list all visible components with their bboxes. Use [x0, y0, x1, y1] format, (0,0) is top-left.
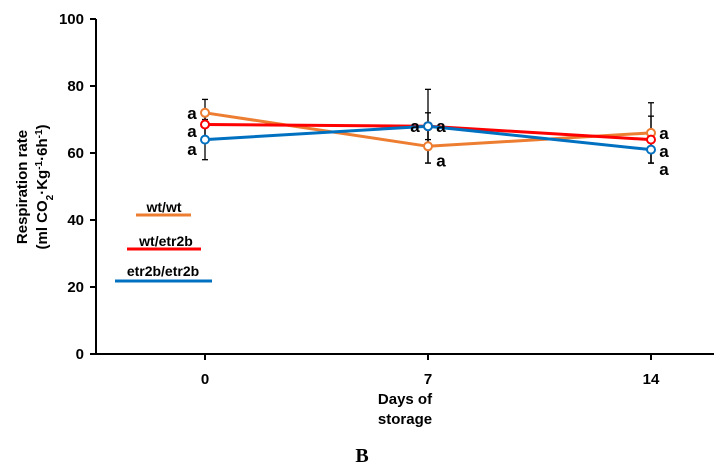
y-label-part-d: ) [34, 124, 51, 129]
data-point-wt-wt [200, 107, 210, 118]
significance-letter: a [410, 117, 420, 136]
y-label-sup-1: -1 [34, 160, 45, 169]
significance-letter: a [187, 104, 197, 123]
legend: wt/wt wt/etr2b etr2b/etr2b [115, 199, 212, 283]
data-point-wt-wt [423, 141, 433, 152]
y-label-sup-2: -1 [34, 129, 45, 138]
panel-label: B [355, 445, 368, 467]
x-tick-label: 14 [643, 371, 660, 388]
significance-letter: a [659, 160, 669, 179]
y-tick-label: 60 [67, 145, 84, 162]
data-point-wt-etr2b [646, 134, 656, 145]
data-point-wt-etr2b [200, 119, 210, 130]
y-axis-label-line2: (ml CO2·Kg-1·6h-1) [34, 124, 56, 249]
legend-label-etr2b-etr2b: etr2b/etr2b [127, 263, 199, 279]
y-label-part-b: ·Kg [34, 170, 51, 195]
y-axis-label-line1: Respiration rate [14, 130, 31, 244]
significance-letter: a [187, 122, 197, 141]
significance-letter: a [187, 140, 197, 159]
y-label-part-c: ·6h [34, 138, 51, 161]
legend-label-wt-etr2b: wt/etr2b [138, 233, 193, 249]
significance-letter: a [436, 117, 446, 136]
data-point-etr2b-etr2b [646, 144, 656, 155]
x-tick-label: 0 [201, 371, 209, 388]
y-label-sub-2: 2 [45, 194, 56, 200]
y-tick-label: 40 [67, 212, 84, 229]
data-points [200, 107, 656, 155]
x-tick-label: 7 [424, 371, 432, 388]
y-tick-label: 0 [76, 346, 84, 363]
y-tick-label: 80 [67, 78, 84, 95]
data-point-etr2b-etr2b [200, 134, 210, 145]
data-point-etr2b-etr2b [423, 121, 433, 132]
y-tick-label: 100 [59, 11, 84, 28]
axes [95, 19, 714, 355]
x-ticks: 0 7 14 [201, 354, 660, 388]
y-tick-label: 20 [67, 279, 84, 296]
significance-letter: a [659, 142, 669, 161]
y-ticks: 0 20 40 60 80 100 [59, 11, 96, 363]
x-axis-label-line1: Days of [378, 391, 433, 408]
x-axis-label-line2: storage [378, 411, 432, 428]
significance-letter: a [436, 151, 446, 170]
legend-label-wt-wt: wt/wt [146, 199, 182, 215]
significance-letter: a [659, 124, 669, 143]
y-label-part-a: (ml CO [34, 200, 51, 250]
